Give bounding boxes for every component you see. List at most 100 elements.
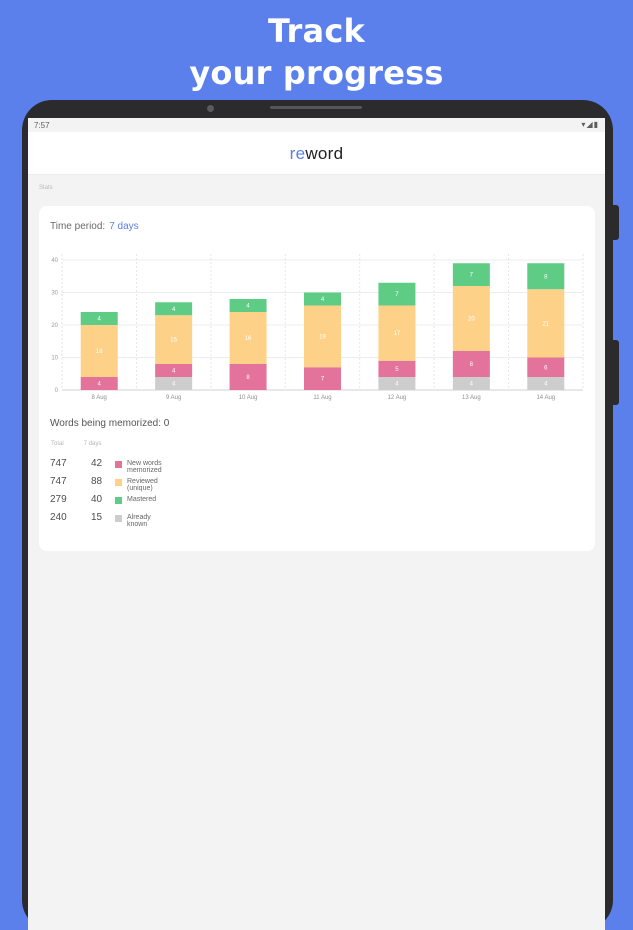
bar-value-label: 8 xyxy=(246,375,250,381)
promo-line-2: your progress xyxy=(189,54,444,92)
bar-value-label: 5 xyxy=(395,367,399,373)
x-tick-label: 14 Aug xyxy=(536,395,555,401)
bar-segment-mastered xyxy=(378,282,416,306)
app-bar: reword xyxy=(28,132,605,175)
bar-value-label: 7 xyxy=(395,292,399,298)
bar-value-label: 4 xyxy=(544,382,548,388)
bar-value-label: 4 xyxy=(98,317,102,323)
bar-segment-reviewed xyxy=(378,305,416,361)
y-tick-label: 10 xyxy=(51,356,58,362)
logo-suffix: word xyxy=(305,144,344,163)
legend-label: Already known xyxy=(127,514,151,528)
time-period-label: Time period: xyxy=(50,221,106,232)
bar-segment-mastered xyxy=(304,292,341,306)
bar-segment-new xyxy=(229,364,267,390)
bar-value-label: 4 xyxy=(98,382,102,388)
x-tick-label: 8 Aug xyxy=(92,395,107,401)
col-days-header: 7 days xyxy=(83,441,102,447)
bar-value-label: 4 xyxy=(321,297,325,303)
y-tick-label: 30 xyxy=(51,291,58,297)
legend-week: 88 xyxy=(91,476,103,487)
y-tick-label: 20 xyxy=(51,323,58,329)
app-screen: 7:57 ▾◢▮ reword Stats Time period: 7 days… xyxy=(28,118,605,930)
bar-segment-reviewed xyxy=(452,286,490,351)
bar-segment-mastered xyxy=(229,299,267,312)
section-label: Stats xyxy=(39,185,53,191)
legend-total: 747 xyxy=(50,476,67,487)
bar-value-label: 6 xyxy=(544,365,548,371)
bar-segment-mastered xyxy=(155,302,193,316)
legend-total: 279 xyxy=(50,494,67,505)
bar-segment-new xyxy=(378,360,416,377)
legend-week: 40 xyxy=(91,494,103,505)
legend-label: Reviewed (unique) xyxy=(127,478,158,492)
legend-label: New words memorized xyxy=(127,460,162,474)
speaker-grille xyxy=(270,106,362,109)
bar-segment-known xyxy=(155,377,193,390)
legend-week: 15 xyxy=(91,512,103,523)
bar-value-label: 4 xyxy=(395,382,399,388)
camera-icon xyxy=(207,105,214,112)
x-tick-label: 11 Aug xyxy=(313,395,331,401)
bar-segment-reviewed xyxy=(155,315,193,364)
legend-total: 747 xyxy=(50,458,67,469)
status-time: 7:57 xyxy=(34,121,50,130)
bar-segment-new xyxy=(527,357,565,377)
y-tick-label: 40 xyxy=(51,258,58,264)
legend-total: 240 xyxy=(50,512,67,523)
bar-value-label: 4 xyxy=(172,369,176,375)
x-tick-label: 9 Aug xyxy=(166,395,181,401)
legend-swatch-reviewed xyxy=(115,479,122,486)
y-tick-label: 0 xyxy=(55,388,59,394)
bar-value-label: 4 xyxy=(470,382,474,388)
bar-segment-reviewed xyxy=(80,325,118,377)
legend-table-header: Total 7 days xyxy=(51,441,101,447)
legend-swatch-new xyxy=(115,461,122,468)
bar-segment-known xyxy=(527,377,565,390)
bar-segment-mastered xyxy=(452,263,490,286)
bar-segment-mastered xyxy=(80,312,118,325)
tablet-button-top xyxy=(613,205,619,240)
bar-value-label: 4 xyxy=(172,307,176,313)
bar-segment-new xyxy=(304,367,341,390)
col-total-header: Total xyxy=(51,441,64,447)
tablet-frame: 7:57 ▾◢▮ reword Stats Time period: 7 days… xyxy=(22,100,613,930)
bar-value-label: 21 xyxy=(542,321,549,327)
logo-prefix: re xyxy=(289,144,306,163)
legend-swatch-known xyxy=(115,515,122,522)
bar-value-label: 7 xyxy=(470,273,474,279)
bar-value-label: 16 xyxy=(245,336,252,342)
bar-segment-known xyxy=(452,377,490,390)
bar-value-label: 15 xyxy=(170,338,177,344)
legend-week: 42 xyxy=(91,458,103,469)
bar-value-label: 8 xyxy=(544,274,548,280)
words-memorizing-count: Words being memorized: 0 xyxy=(50,418,170,429)
bar-value-label: 16 xyxy=(96,349,103,355)
bar-value-label: 20 xyxy=(468,317,475,323)
bar-value-label: 7 xyxy=(321,377,325,383)
promo-line-1: Track xyxy=(268,12,365,50)
x-tick-label: 12 Aug xyxy=(388,395,407,401)
bar-segment-known xyxy=(378,377,416,390)
stats-card: Time period: 7 days 0 10 20 30 40 4 16 4 8 Aug 4 4 1… xyxy=(39,206,595,551)
bar-value-label: 17 xyxy=(394,331,401,337)
bar-segment-reviewed xyxy=(229,312,267,364)
time-period-value[interactable]: 7 days xyxy=(109,221,139,232)
status-bar: 7:57 ▾◢▮ xyxy=(28,118,605,132)
tablet-button-bottom xyxy=(613,340,619,405)
legend-label: Mastered xyxy=(127,496,157,503)
x-tick-label: 10 Aug xyxy=(239,395,258,401)
bar-segment-reviewed xyxy=(304,305,341,368)
legend-swatch-mastered xyxy=(115,497,122,504)
bar-segment-mastered xyxy=(527,263,565,290)
app-logo: reword xyxy=(28,144,605,164)
bar-value-label: 19 xyxy=(319,334,326,340)
bar-segment-reviewed xyxy=(527,289,565,358)
bar-value-label: 8 xyxy=(470,362,474,368)
x-tick-label: 13 Aug xyxy=(462,395,481,401)
bar-segment-new xyxy=(155,364,193,377)
promo-heading: Track your progress xyxy=(0,10,633,94)
bar-value-label: 4 xyxy=(246,304,250,310)
progress-chart: 0 10 20 30 40 4 16 4 8 Aug 4 4 15 4 9 Aug 8 16 4 10 Aug 7 1… xyxy=(51,254,584,401)
time-period-selector[interactable]: Time period: 7 days xyxy=(50,221,139,232)
